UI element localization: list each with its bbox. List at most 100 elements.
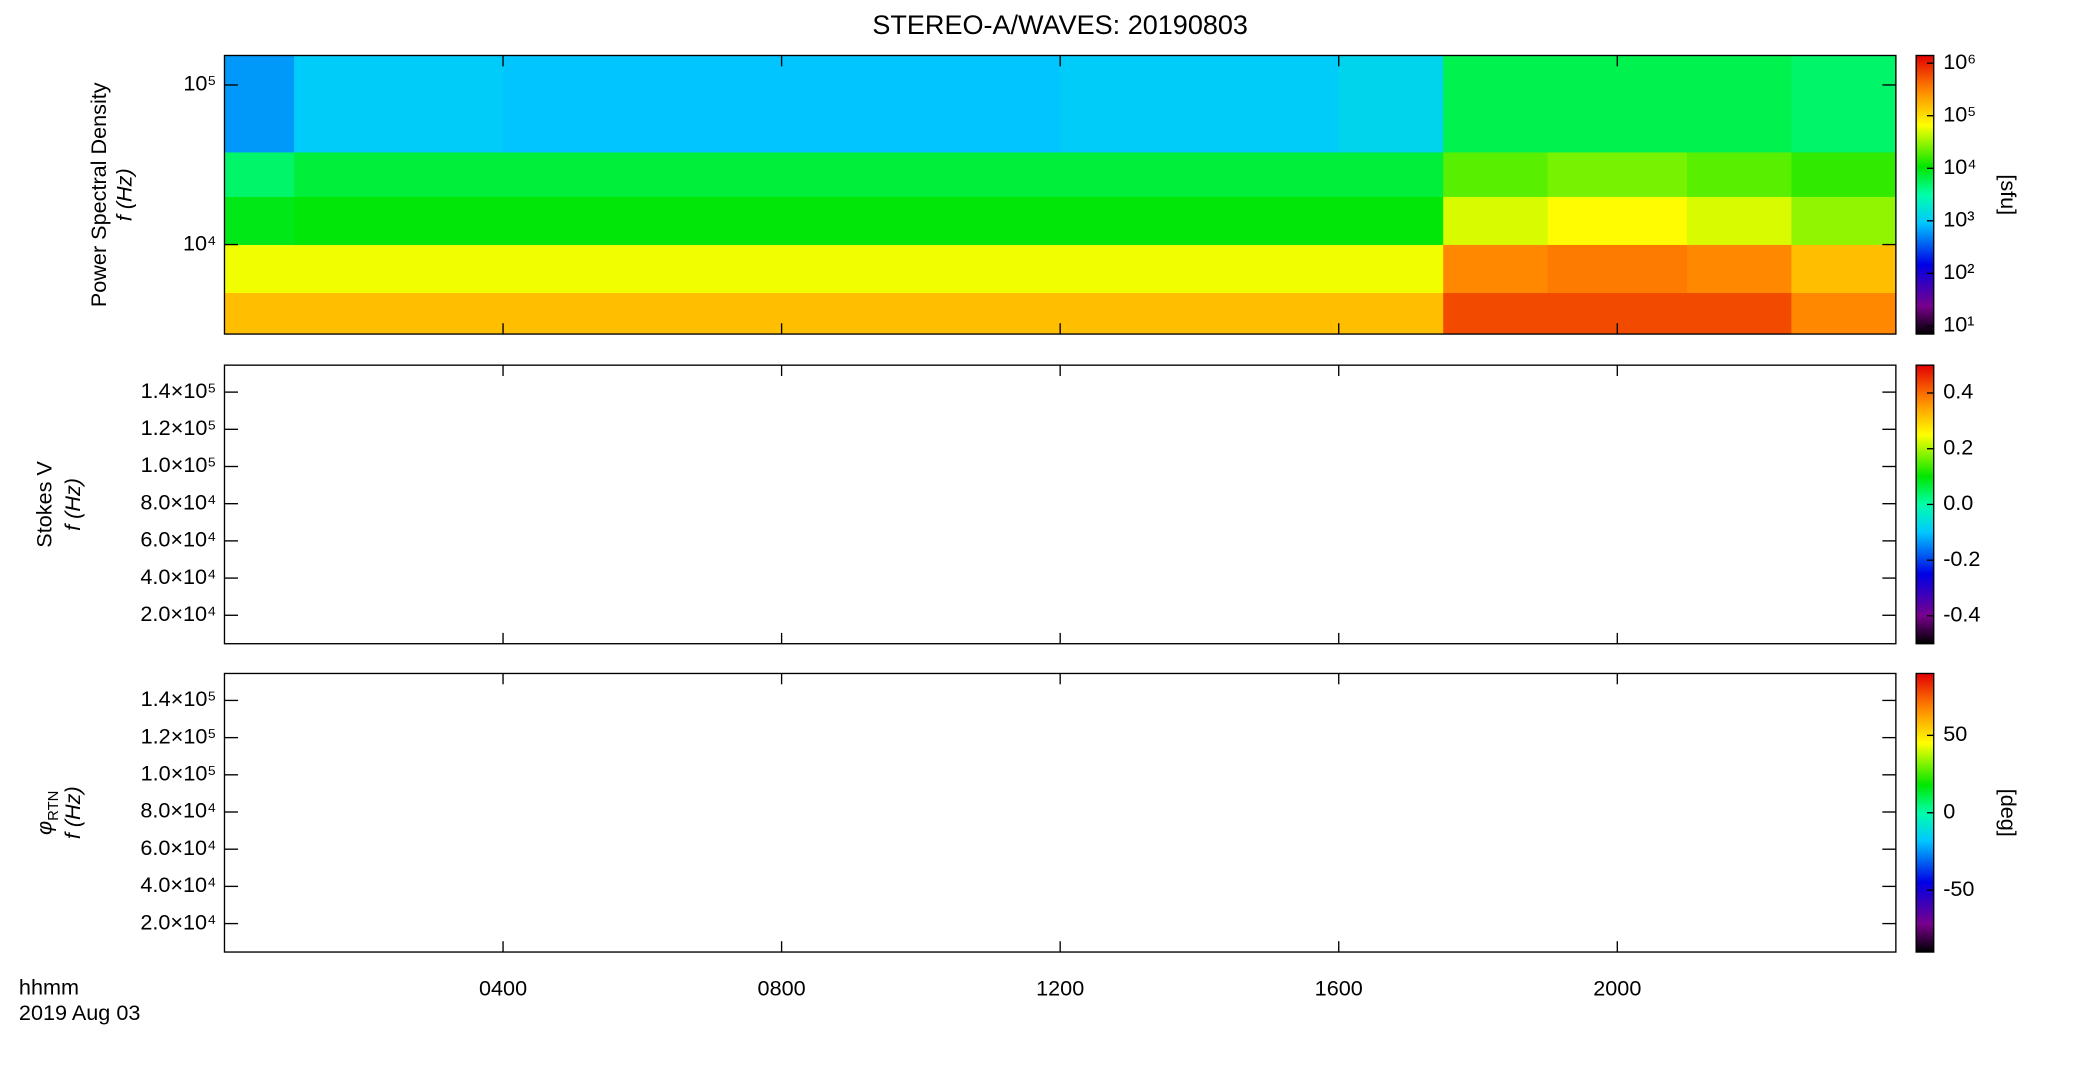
heatmap-cell <box>503 152 783 197</box>
heatmap-cell <box>1443 152 1549 197</box>
heatmap-cell <box>1060 196 1340 245</box>
x-tick-label: 0400 <box>479 976 527 1001</box>
x-axis-label: hhmm <box>19 974 79 999</box>
heatmap-cell <box>781 55 1061 153</box>
heatmap-cell <box>224 244 295 294</box>
colorbar <box>1915 54 1935 335</box>
heatmap-cell <box>1547 55 1688 153</box>
colorbar-tick-label: 0.4 <box>1943 379 1973 404</box>
heatmap-cell <box>1686 196 1793 245</box>
colorbar-tick-label: -50 <box>1943 876 1974 901</box>
x-tick-label: 0800 <box>758 976 806 1001</box>
y-axis-label: Stokes V <box>32 461 57 548</box>
y-tick-label: 1.0×10⁵ <box>141 452 217 477</box>
y-axis-symbol: φ <box>32 821 57 835</box>
heatmap-cell <box>1791 55 1897 153</box>
colorbar-tick-label: -0.2 <box>1943 546 1980 571</box>
heatmap-cell <box>1547 196 1688 245</box>
x-tick-label: 1200 <box>1036 976 1084 1001</box>
heatmap-cell <box>1060 152 1340 197</box>
heatmap-cell <box>781 152 1061 197</box>
colorbar-label: [deg] <box>1996 789 2021 837</box>
heatmap-cell <box>1791 244 1897 294</box>
heatmap-cell <box>1060 55 1340 153</box>
plot-frame <box>223 364 1897 645</box>
y-tick-label: 6.0×10⁴ <box>140 527 216 552</box>
heatmap-cell <box>503 244 783 294</box>
heatmap-cell <box>1338 152 1444 197</box>
x-tick-label: 1600 <box>1315 976 1363 1001</box>
colorbar-tick-label: 10⁴ <box>1943 154 1976 179</box>
y-axis-subscript: RTN <box>46 791 62 821</box>
heatmap-cell <box>224 152 295 197</box>
heatmap-cell <box>294 244 504 294</box>
heatmap-cell <box>1338 196 1444 245</box>
heatmap-cell <box>503 55 783 153</box>
heatmap-cell <box>1443 244 1549 294</box>
heatmap-cell <box>224 292 295 335</box>
colorbar-tick-label: 10² <box>1943 259 1974 284</box>
y-tick-label: 6.0×10⁴ <box>140 835 216 860</box>
plot-frame <box>223 672 1897 953</box>
colorbar-tick-label: -0.4 <box>1943 602 1980 627</box>
y-axis-label: f (Hz) <box>60 786 85 839</box>
y-tick-label: 1.2×10⁵ <box>141 723 217 748</box>
heatmap-cell <box>1686 55 1793 153</box>
heatmap-cell <box>294 55 504 153</box>
heatmap-cell <box>1060 292 1340 335</box>
heatmap-cell <box>1338 244 1444 294</box>
y-tick-label: 1.0×10⁵ <box>141 761 217 786</box>
y-tick-label: 10⁵ <box>183 71 216 96</box>
y-tick-label: 8.0×10⁴ <box>140 489 216 514</box>
heatmap-cell <box>1686 244 1793 294</box>
y-axis-label: f (Hz) <box>111 168 136 221</box>
y-tick-label: 1.2×10⁵ <box>141 415 217 440</box>
heatmap-cell <box>781 244 1061 294</box>
colorbar-tick-label: 0.0 <box>1943 490 1973 515</box>
heatmap-cell <box>1686 152 1793 197</box>
y-tick-label: 1.4×10⁵ <box>141 378 217 403</box>
heatmap-cell <box>1791 292 1897 335</box>
heatmap-cell <box>224 55 295 153</box>
y-tick-label: 10⁴ <box>183 230 216 255</box>
colorbar-tick-label: 50 <box>1943 721 1967 746</box>
y-axis-label: Power Spectral Density <box>86 82 111 307</box>
y-tick-label: 2.0×10⁴ <box>140 909 216 934</box>
heatmap-cell <box>781 292 1061 335</box>
y-tick-label: 1.4×10⁵ <box>141 686 217 711</box>
heatmap-cell <box>1686 292 1793 335</box>
heatmap-cell <box>503 196 783 245</box>
heatmap-cell <box>503 292 783 335</box>
heatmap-cell <box>1791 196 1897 245</box>
date-label: 2019 Aug 03 <box>19 1000 140 1025</box>
colorbar-label: [sfu] <box>1996 174 2021 215</box>
heatmap-cell <box>224 196 295 245</box>
y-tick-label: 4.0×10⁴ <box>140 564 216 589</box>
y-tick-label: 4.0×10⁴ <box>140 872 216 897</box>
heatmap-cell <box>1443 292 1549 335</box>
colorbar-tick-label: 10¹ <box>1943 312 1974 337</box>
heatmap-cell <box>1547 152 1688 197</box>
heatmap-cell <box>781 196 1061 245</box>
x-tick-label: 2000 <box>1593 976 1641 1001</box>
y-tick-label: 2.0×10⁴ <box>140 601 216 626</box>
colorbar-tick-label: 10⁶ <box>1943 49 1976 74</box>
heatmap-cell <box>1338 55 1444 153</box>
heatmap-cell <box>294 292 504 335</box>
heatmap-cell <box>1060 244 1340 294</box>
heatmap-cell <box>1547 244 1688 294</box>
chart-title: STEREO-A/WAVES: 20190803 <box>872 10 1248 40</box>
colorbar-tick-label: 0 <box>1943 798 1955 823</box>
heatmap-cell <box>1443 196 1549 245</box>
heatmap-cell <box>1338 292 1444 335</box>
heatmap-cell <box>294 152 504 197</box>
colorbar-tick-label: 0.2 <box>1943 434 1973 459</box>
colorbar-tick-label: 10⁵ <box>1943 101 1976 126</box>
colorbar-tick-label: 10³ <box>1943 207 1974 232</box>
heatmap-cell <box>294 196 504 245</box>
y-tick-label: 8.0×10⁴ <box>140 798 216 823</box>
heatmap-cell <box>1791 152 1897 197</box>
heatmap-cell <box>1443 55 1549 153</box>
